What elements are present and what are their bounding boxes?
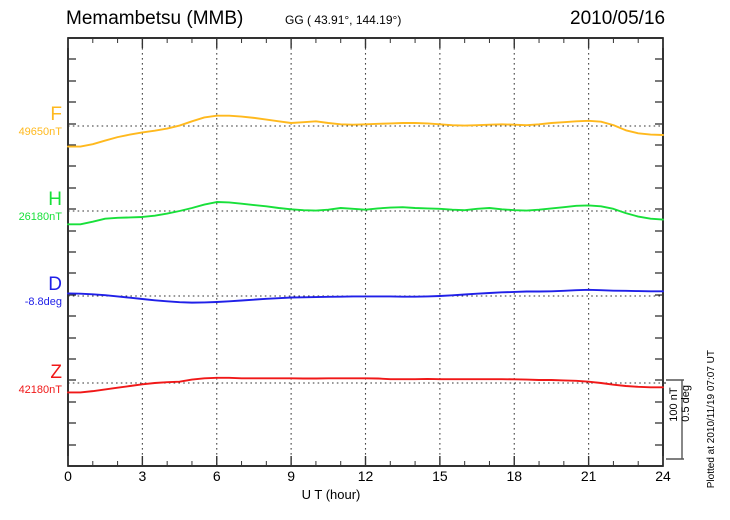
component-baseline-f: 49650nT bbox=[18, 126, 62, 138]
component-baseline-z: 42180nT bbox=[18, 384, 62, 396]
component-baseline-d: -8.8deg bbox=[24, 296, 62, 308]
component-letter-h: H bbox=[48, 189, 62, 210]
series-line-h bbox=[67, 201, 664, 226]
x-tick-label-9: 9 bbox=[287, 468, 296, 484]
x-tick-label-18: 18 bbox=[506, 468, 523, 484]
x-tick-label-21: 21 bbox=[580, 468, 597, 484]
x-tick-label-15: 15 bbox=[432, 468, 448, 484]
plotted-timestamp: Plotted at 2010/11/19 07:07 UT bbox=[706, 350, 717, 489]
component-letter-d: D bbox=[48, 274, 62, 295]
scale-bar-label: 100 nT 0.5 deg bbox=[668, 385, 692, 422]
component-label-f: F 49650nT bbox=[0, 105, 62, 138]
x-tick-label-12: 12 bbox=[357, 468, 374, 484]
component-label-z: Z 42180nT bbox=[0, 363, 62, 396]
component-baseline-h: 26180nT bbox=[18, 211, 62, 223]
series-line-z bbox=[67, 376, 664, 394]
series-line-d bbox=[67, 288, 664, 304]
x-tick-label-3: 3 bbox=[138, 468, 147, 484]
plot-frame bbox=[67, 37, 664, 467]
geographic-coordinates: GG ( 43.91°, 144.19°) bbox=[285, 13, 402, 27]
component-letter-f: F bbox=[50, 104, 62, 125]
component-label-d: D -8.8deg bbox=[0, 275, 62, 308]
x-axis-label: U T (hour) bbox=[0, 487, 730, 502]
page-title: Memambetsu (MMB) bbox=[66, 8, 244, 29]
scale-bar-line2: 0.5 deg bbox=[680, 385, 692, 422]
x-axis-label-text: U T (hour) bbox=[301, 487, 361, 502]
component-letter-z: Z bbox=[50, 362, 62, 383]
x-tick-label-24: 24 bbox=[655, 468, 671, 484]
scale-bar-line1: 100 nT bbox=[668, 387, 680, 422]
x-tick-label-6: 6 bbox=[212, 468, 221, 484]
component-label-h: H 26180nT bbox=[0, 190, 62, 223]
x-tick-label-0: 0 bbox=[64, 468, 72, 484]
observation-date: 2010/05/16 bbox=[570, 8, 666, 29]
series-line-f bbox=[67, 114, 664, 148]
